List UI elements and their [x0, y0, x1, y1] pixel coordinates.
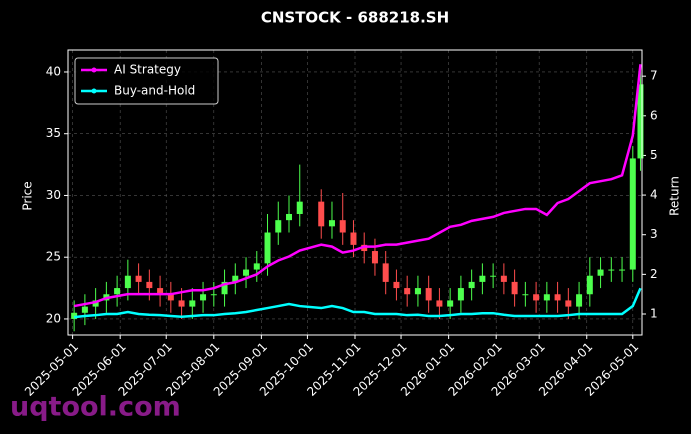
candle-body [200, 294, 207, 301]
y2-tick-label: 7 [650, 69, 658, 83]
y-tick-label: 25 [46, 250, 61, 264]
candle-body [468, 281, 475, 289]
y2-tick-label: 2 [650, 267, 658, 281]
candle-body [167, 294, 174, 301]
candle-body [124, 275, 131, 289]
candle-body [221, 281, 228, 295]
candle-body [404, 288, 411, 295]
candle-body [232, 275, 239, 282]
legend-marker [91, 88, 97, 94]
candle-body [629, 158, 636, 270]
candle-body [318, 201, 325, 227]
candle-body [253, 263, 260, 270]
candle-body [71, 312, 78, 319]
chart-title: CNSTOCK - 688218.SH [261, 9, 449, 27]
candle-body [275, 220, 282, 233]
y2-tick-label: 3 [650, 227, 658, 241]
y-tick-label: 20 [46, 311, 61, 325]
y-tick-label: 35 [46, 126, 61, 140]
candle-body [339, 220, 346, 233]
y-tick-label: 30 [46, 188, 61, 202]
candle-body [619, 269, 626, 271]
watermark: uqtool.com [10, 392, 181, 423]
candle-body [554, 294, 561, 301]
candle-body [414, 288, 421, 295]
candle-body [543, 294, 550, 301]
candle-body [565, 300, 572, 307]
candle-body [576, 294, 583, 307]
candle-body [382, 263, 389, 282]
candle-body [286, 213, 293, 221]
candle-body [436, 300, 443, 307]
y2-tick-label: 5 [650, 148, 658, 162]
candle-body [490, 275, 497, 277]
candle-body [361, 244, 368, 252]
candle-body [296, 201, 303, 214]
line-series [74, 287, 642, 319]
y-tick-label: 40 [46, 64, 61, 78]
candle-body [135, 275, 142, 282]
candle-body [243, 269, 250, 276]
candle-body [533, 294, 540, 301]
legend-label: Buy-and-Hold [114, 84, 195, 98]
y2-axis-label: Return [668, 176, 682, 216]
candle-body [511, 281, 518, 295]
legend-marker [91, 67, 97, 73]
candle-body [586, 275, 593, 295]
candle-body [447, 300, 454, 307]
candle-body [178, 300, 185, 307]
y2-tick-label: 1 [650, 306, 658, 320]
candle-body [637, 84, 644, 159]
candle-body [92, 300, 99, 307]
candle-body [146, 281, 153, 289]
candle-body [371, 251, 378, 264]
candle-body [328, 220, 335, 227]
candle-body [264, 232, 271, 264]
y-axis-label: Price [21, 181, 35, 210]
candle-body [479, 275, 486, 282]
y2-tick-label: 6 [650, 108, 658, 122]
candle-body [393, 281, 400, 289]
y2-tick-label: 4 [650, 188, 658, 202]
candle-body [457, 288, 464, 301]
candle-body [210, 294, 217, 296]
candle-body [189, 300, 196, 307]
candle-body [350, 232, 357, 245]
candle-body [425, 288, 432, 301]
candle-body [522, 294, 529, 296]
legend-label: AI Strategy [114, 63, 181, 77]
candle-body [157, 288, 164, 295]
candle-body [500, 275, 507, 282]
candle-body [608, 269, 615, 271]
candle-body [114, 288, 121, 295]
legend-box [74, 57, 219, 105]
candle-body [81, 306, 88, 313]
line-series [73, 64, 642, 308]
candle-body [597, 269, 604, 276]
plot-frame [67, 49, 643, 336]
